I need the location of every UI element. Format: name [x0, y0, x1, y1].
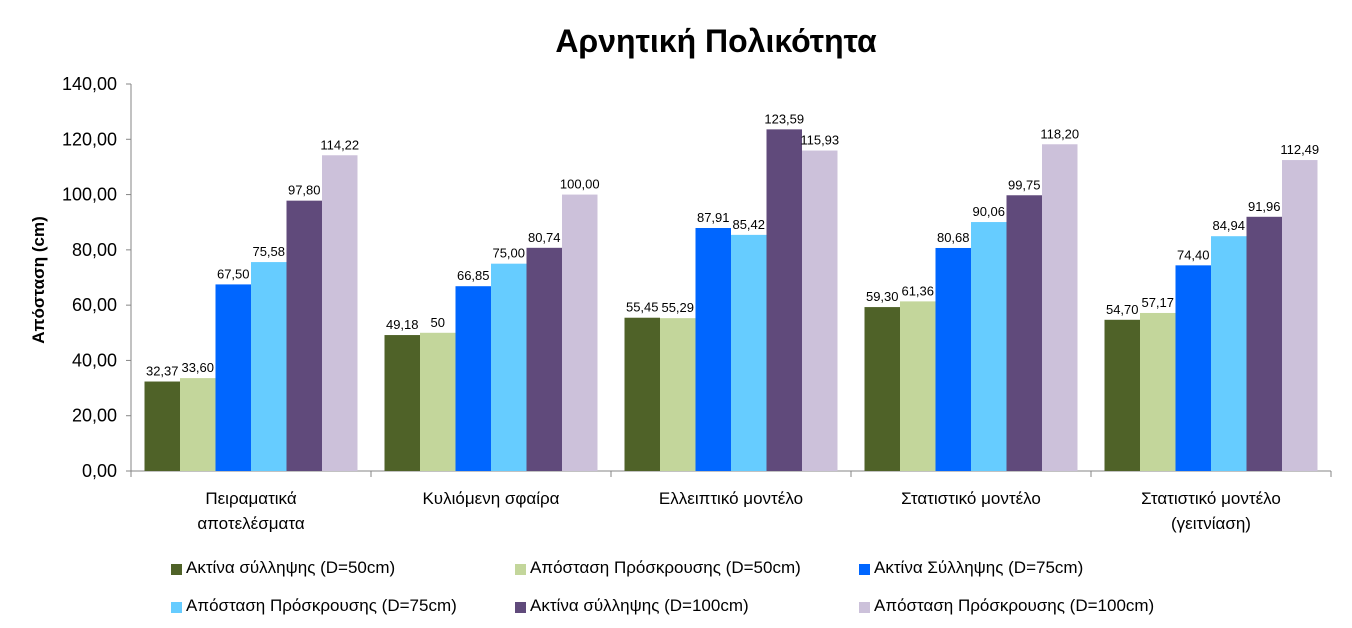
y-tick-label: 60,00	[72, 295, 117, 315]
bar	[455, 286, 491, 471]
bar	[1246, 216, 1282, 471]
x-tick-label: Στατιστικό μοντέλο	[1141, 489, 1281, 508]
legend-swatch	[859, 564, 870, 575]
data-label: 55,45	[626, 300, 659, 315]
bar	[802, 150, 838, 471]
chart-title: Αρνητική Πολικότητα	[555, 23, 877, 59]
y-tick-label: 40,00	[72, 350, 117, 370]
bar	[286, 200, 322, 471]
y-tick-label: 120,00	[62, 129, 117, 149]
x-tick-label: αποτελέσματα	[197, 514, 304, 533]
x-tick-label: Πειραματικά	[205, 489, 297, 508]
legend-entry: Ακτίνα σύλληψης (D=50cm)	[186, 558, 395, 577]
bar	[766, 129, 802, 471]
data-label: 85,42	[732, 217, 765, 232]
data-label: 80,74	[528, 230, 561, 245]
plot-area: 0,00 20,00 40,00 60,00 80,00 100,00 120,00 140,…	[62, 74, 1332, 533]
y-tick-label: 140,00	[62, 74, 117, 94]
bar	[971, 222, 1007, 471]
bar	[384, 335, 420, 471]
data-label: 100,00	[560, 177, 600, 192]
legend-entry: Απόσταση Πρόσκρουσης (D=75cm)	[186, 596, 457, 615]
x-tick-label: (γειτνίαση)	[1171, 514, 1251, 533]
bar	[420, 332, 456, 471]
data-label: 99,75	[1008, 177, 1041, 192]
data-label: 115,93	[800, 133, 839, 148]
bar	[144, 381, 180, 471]
data-label: 112,49	[1280, 142, 1319, 157]
legend-swatch	[171, 564, 182, 575]
data-label: 75,58	[252, 244, 285, 259]
y-tick-label: 0,00	[82, 461, 117, 481]
data-label: 80,68	[937, 230, 970, 245]
bar	[251, 262, 287, 471]
data-label: 66,85	[457, 268, 490, 283]
data-label: 57,17	[1141, 295, 1174, 310]
legend-entry: Απόσταση Πρόσκρουσης (D=100cm)	[874, 596, 1154, 615]
bar	[624, 317, 660, 471]
bar	[562, 194, 598, 472]
legend-swatch	[171, 602, 182, 613]
data-label: 55,29	[661, 300, 694, 315]
data-label: 33,60	[181, 360, 214, 375]
data-label: 87,91	[697, 210, 730, 225]
legend-swatch	[859, 602, 870, 613]
bar	[864, 307, 900, 471]
bar	[322, 155, 358, 471]
y-tick-label: 20,00	[72, 406, 117, 426]
data-label: 97,80	[288, 183, 321, 198]
legend: Ακτίνα σύλληψης (D=50cm) Απόσταση Πρόσκρο…	[171, 558, 1154, 615]
data-label: 90,06	[972, 204, 1005, 219]
data-label: 75,00	[492, 246, 525, 261]
bar	[1211, 236, 1247, 471]
data-label: 54,70	[1106, 302, 1139, 317]
legend-entry: Απόσταση Πρόσκρουσης (D=50cm)	[530, 558, 801, 577]
legend-swatch	[515, 602, 526, 613]
legend-entry: Ακτίνα σύλληψης (D=100cm)	[530, 596, 749, 615]
y-axis-label: Απόσταση (cm)	[29, 216, 48, 344]
bar	[900, 301, 936, 471]
bar	[1104, 319, 1140, 471]
data-label: 74,40	[1177, 247, 1210, 262]
data-label: 91,96	[1248, 199, 1281, 214]
bar	[1006, 195, 1042, 471]
bar	[1175, 265, 1211, 471]
x-tick-label: Στατιστικό μοντέλο	[901, 489, 1041, 508]
bar	[491, 263, 527, 471]
data-label: 84,94	[1212, 218, 1245, 233]
x-tick-label: Ελλειπτικό μοντέλο	[659, 489, 803, 508]
data-label: 61,36	[901, 283, 934, 298]
y-tick-label: 80,00	[72, 240, 117, 260]
data-label: 50	[431, 315, 445, 330]
bar	[660, 318, 696, 471]
bar	[1042, 144, 1078, 472]
legend-swatch	[515, 564, 526, 575]
data-label: 118,20	[1040, 126, 1079, 141]
legend-entry: Ακτίνα Σύλληψης (D=75cm)	[874, 558, 1083, 577]
data-label: 59,30	[866, 289, 899, 304]
bar	[180, 378, 216, 471]
data-label: 49,18	[386, 317, 419, 332]
x-tick-label: Κυλιόμενη σφαίρα	[422, 489, 559, 508]
bar	[215, 284, 251, 471]
data-label: 32,37	[146, 364, 179, 379]
data-label: 114,22	[320, 137, 359, 152]
bar	[526, 247, 562, 471]
bar	[695, 227, 731, 471]
bar	[1140, 312, 1176, 471]
bar	[935, 247, 971, 471]
bar	[731, 234, 767, 471]
data-label: 123,59	[764, 111, 804, 126]
data-label: 67,50	[217, 266, 250, 281]
y-tick-label: 100,00	[62, 185, 117, 205]
bar	[1282, 160, 1318, 471]
